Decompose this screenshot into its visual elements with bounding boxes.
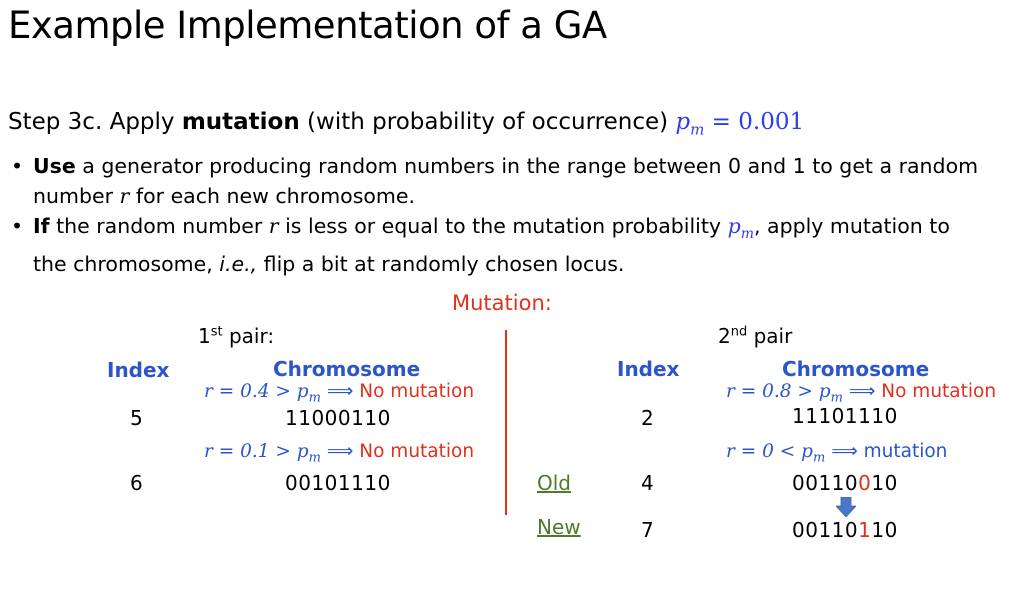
- bullet-2-text2b: flip a bit at randomly chosen locus.: [257, 252, 625, 277]
- second-pair-num: 2: [718, 324, 731, 348]
- old-bits-a: 00110: [792, 471, 859, 495]
- bullet-1-var: r: [119, 184, 130, 208]
- bullet-2: • If the random number r is less or equa…: [11, 211, 950, 279]
- new-bits-c: 10: [871, 518, 898, 542]
- cond-result: mutation: [863, 441, 948, 462]
- right-index-header: Index: [617, 357, 680, 381]
- new-chromosome: 00110110: [792, 518, 898, 542]
- second-pair-label: 2nd pair: [718, 324, 792, 348]
- second-pair-rest: pair: [747, 324, 793, 348]
- step-heading: Step 3c. Apply mutation (with probabilit…: [8, 109, 804, 139]
- implies-arrow: ⟹: [825, 441, 864, 462]
- step-suffix: (with probability of occurrence): [299, 109, 676, 135]
- step-sub: m: [690, 120, 705, 139]
- bullet-2-text2a: the chromosome,: [33, 252, 220, 277]
- cond-expr: r = 0.4 > p: [204, 381, 309, 402]
- divider-line: [505, 330, 507, 515]
- bullet-1-text1: a generator producing random numbers in …: [75, 154, 979, 178]
- old-bits-c: 10: [871, 471, 898, 495]
- old-chromosome: 00110010: [792, 471, 898, 495]
- cond-expr: r = 0.1 > p: [204, 441, 309, 462]
- left-chromosome-header: Chromosome: [273, 357, 421, 381]
- bullet-1-line1: Use a generator producing random numbers…: [33, 151, 978, 181]
- bullet-dot: •: [11, 154, 24, 178]
- bullet-dot: •: [11, 214, 24, 238]
- first-pair-rest: pair:: [222, 324, 275, 348]
- right-chromosome-header: Chromosome: [782, 357, 930, 381]
- cond-expr: r = 0 < p: [726, 441, 813, 462]
- bullet-2-bold: If: [33, 214, 50, 238]
- left-index-header: Index: [107, 358, 170, 382]
- bullet-2-line1: If the random number r is less or equal …: [33, 211, 950, 249]
- bullet-2-psub: m: [740, 226, 754, 243]
- mutation-heading: Mutation:: [452, 291, 552, 315]
- cond-sub: m: [830, 390, 843, 406]
- cond-expr: r = 0.8 > p: [726, 381, 831, 402]
- second-pair-sup: nd: [730, 324, 748, 340]
- bullet-2-text1b: is less or equal to the mutation probabi…: [278, 214, 728, 238]
- new-index: 7: [641, 518, 654, 542]
- implies-arrow: ⟹: [320, 381, 360, 402]
- bullet-2-var: r: [268, 214, 279, 238]
- old-label: Old: [537, 471, 571, 495]
- step-bold: mutation: [181, 109, 300, 135]
- cond-sub: m: [812, 450, 826, 466]
- bullet-1: • Use a generator producing random numbe…: [11, 151, 978, 211]
- implies-arrow: ⟹: [842, 381, 882, 402]
- left-row1-chromosome: 11000110: [285, 406, 391, 430]
- bullet-1-bold: Use: [33, 154, 76, 178]
- step-var: p: [675, 109, 691, 135]
- bullet-2-pvar: p: [727, 214, 741, 238]
- left-row1-index: 5: [130, 406, 143, 430]
- left-row2-condition: r = 0.1 > pm ⟹ No mutation: [204, 441, 474, 466]
- new-bits-a: 00110: [792, 518, 859, 542]
- left-row2-index: 6: [130, 471, 143, 495]
- cond-result: No mutation: [359, 441, 475, 462]
- down-arrow-icon: [836, 497, 856, 517]
- right-row2-condition: r = 0 < pm ⟹ mutation: [726, 441, 947, 466]
- old-bit-flipped: 0: [858, 471, 872, 495]
- step-eq: = 0.001: [704, 109, 805, 135]
- cond-result: No mutation: [881, 381, 997, 402]
- bullet-2-text1c: , apply mutation to: [753, 214, 950, 238]
- right-row1-chromosome: 11101110: [792, 404, 898, 428]
- bullet-2-text1a: the random number: [49, 214, 269, 238]
- left-row1-condition: r = 0.4 > pm ⟹ No mutation: [204, 381, 474, 406]
- right-row1-condition: r = 0.8 > pm ⟹ No mutation: [726, 381, 996, 406]
- step-prefix: Step 3c. Apply: [8, 109, 182, 135]
- cond-result: No mutation: [359, 381, 475, 402]
- bullet-1-text2a: number: [33, 184, 120, 208]
- bullet-1-line2: number r for each new chromosome.: [33, 181, 978, 211]
- left-row2-chromosome: 00101110: [285, 471, 391, 495]
- old-index: 4: [641, 471, 654, 495]
- first-pair-sup: st: [210, 324, 223, 340]
- implies-arrow: ⟹: [320, 441, 360, 462]
- first-pair-label: 1st pair:: [198, 324, 274, 348]
- cond-sub: m: [308, 450, 321, 466]
- page-title: Example Implementation of a GA: [8, 4, 607, 47]
- bullet-2-ie: i.e.,: [219, 252, 258, 277]
- bullet-1-text2b: for each new chromosome.: [129, 184, 416, 208]
- new-label: New: [537, 515, 581, 539]
- cond-sub: m: [308, 390, 321, 406]
- bullet-2-line2: the chromosome, i.e., flip a bit at rand…: [33, 249, 950, 279]
- right-row1-index: 2: [641, 406, 654, 430]
- new-bit-flipped: 1: [858, 518, 872, 542]
- first-pair-num: 1: [198, 324, 211, 348]
